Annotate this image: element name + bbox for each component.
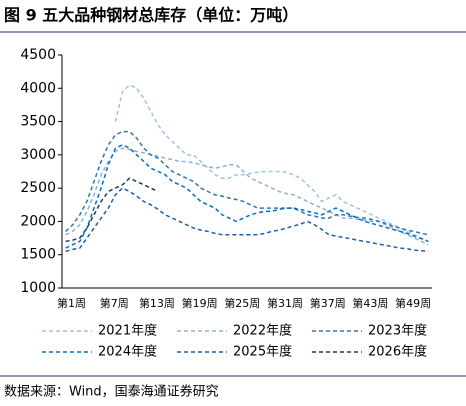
x-tick-label: 第49周 (395, 296, 431, 310)
x-tick-label: 第25周 (224, 296, 260, 310)
legend-label: 2022年度 (233, 323, 292, 339)
legend-label: 2025年度 (233, 344, 292, 360)
x-tick-label: 第43周 (352, 296, 388, 310)
x-tick-label: 第7周 (100, 296, 129, 310)
x-tick-label: 第13周 (139, 296, 175, 310)
x-tick-label: 第19周 (182, 296, 218, 310)
y-tick-label: 3500 (20, 114, 56, 130)
series-line (114, 84, 429, 243)
y-tick-label: 2000 (20, 213, 56, 229)
y-tick-label: 4000 (20, 80, 56, 96)
series-line (65, 144, 429, 249)
series-line (65, 147, 429, 246)
y-tick-label: 4500 (20, 47, 56, 63)
legend-label: 2026年度 (368, 344, 427, 360)
x-tick-label: 第31周 (267, 296, 303, 310)
series-line (65, 177, 159, 243)
x-tick-label: 第1周 (57, 296, 86, 310)
source-note: 数据来源：Wind，国泰海通证券研究 (4, 384, 219, 400)
y-tick-label: 2500 (20, 180, 56, 196)
y-tick-label: 1000 (20, 280, 56, 296)
legend-label: 2023年度 (368, 323, 427, 339)
series-line (65, 187, 429, 253)
y-tick-label: 3000 (20, 147, 56, 163)
legend-label: 2024年度 (98, 344, 157, 360)
legend-label: 2021年度 (98, 323, 157, 339)
y-tick-label: 1500 (20, 247, 56, 263)
x-tick-label: 第37周 (310, 296, 346, 310)
series-line (65, 130, 429, 236)
chart-title: 图 9 五大品种钢材总库存（单位：万吨） (4, 6, 298, 25)
